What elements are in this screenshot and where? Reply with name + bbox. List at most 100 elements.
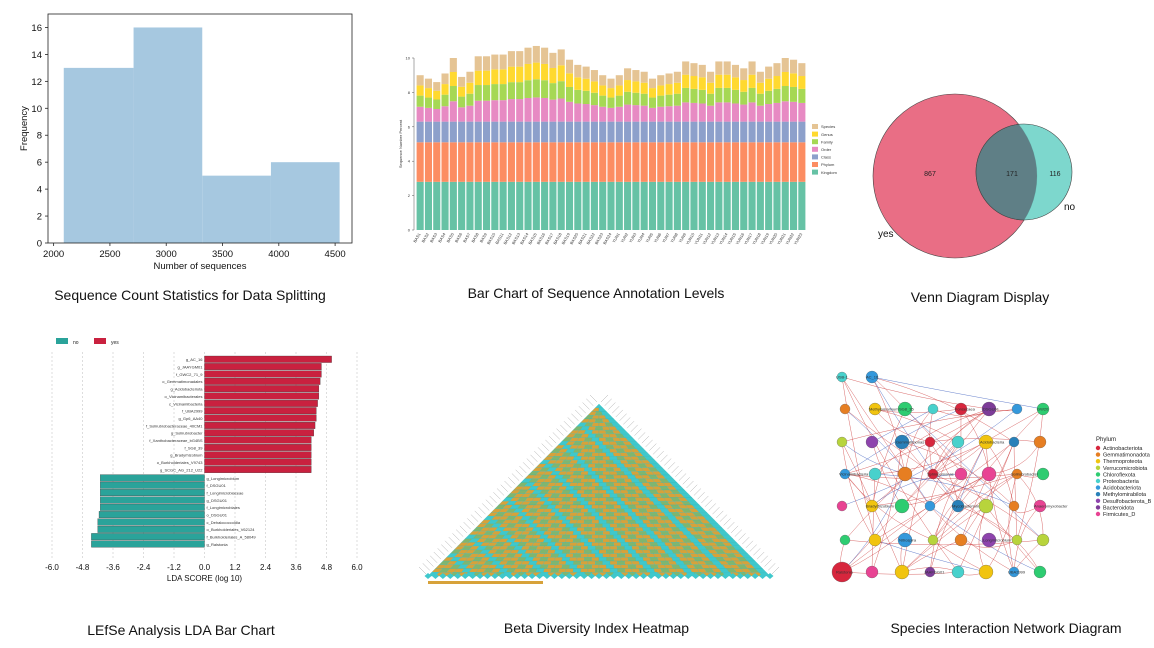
- hist-xtick-label: 4500: [325, 249, 346, 260]
- stack-segment: [524, 47, 532, 64]
- stack-segment: [690, 121, 698, 143]
- network-edge: [901, 505, 987, 573]
- network-edge: [841, 376, 959, 573]
- stack-segment: [731, 77, 740, 90]
- heatmap-cell: [631, 523, 641, 528]
- stack-segment: [441, 84, 449, 95]
- heatmap-cell: [627, 564, 637, 569]
- lefse-label-yes: o_Burkholderiales_V9743: [157, 460, 204, 465]
- heatmap-cell: [635, 549, 644, 554]
- network-node: [954, 467, 968, 481]
- heatmap-left-tick: [567, 417, 575, 425]
- stack-segment: [507, 51, 515, 67]
- network-node: [1008, 566, 1020, 578]
- stack-legend-label: Genus: [821, 132, 833, 137]
- stack-xtick-label: YUN5: [644, 231, 654, 243]
- lefse-label-yes: f_Xanthobacteraceae_bG4BS: [149, 438, 202, 443]
- heatmap-diag-marker: [669, 573, 677, 579]
- stack-segment: [673, 71, 681, 83]
- heatmap-right-tick: [708, 503, 716, 511]
- heatmap-cell: [557, 523, 567, 528]
- heatmap-diag-marker: [625, 573, 633, 579]
- heatmap-cell: [583, 542, 592, 547]
- heatmap-cell: [612, 467, 622, 472]
- stack-segment: [541, 181, 549, 230]
- stack-segment: [715, 181, 723, 230]
- network-edge: [871, 376, 959, 507]
- heatmap-cell: [631, 531, 641, 535]
- heatmap-cell: [569, 549, 578, 554]
- network-legend-dot: [1095, 505, 1101, 510]
- stack-segment: [582, 181, 590, 230]
- stack-segment: [682, 102, 690, 122]
- heatmap-cell: [635, 564, 644, 569]
- heatmap-cell: [602, 560, 611, 565]
- network-edge: [871, 473, 1018, 507]
- network-edge: [841, 376, 876, 541]
- heatmap-cell: [595, 538, 603, 543]
- stack-segment: [773, 88, 781, 103]
- stack-segment: [541, 80, 549, 98]
- lefse-xtick-label: 2.4: [260, 563, 272, 572]
- heatmap-cell: [587, 538, 596, 543]
- lefse-bar-no: [97, 525, 205, 533]
- stack-segment: [482, 70, 491, 86]
- stack-segment: [740, 91, 748, 105]
- stack-segment: [549, 67, 557, 84]
- stack-ytick-label: 8: [408, 90, 411, 95]
- heatmap-cell: [591, 512, 600, 517]
- heatmap-cell: [609, 560, 618, 565]
- network-legend-dot: [1095, 498, 1101, 503]
- network-node-label: JAAFGG01: [924, 570, 945, 575]
- heatmap-cell: [580, 523, 589, 528]
- stack-segment: [765, 142, 773, 182]
- heatmap-cell: [587, 486, 596, 491]
- stack-segment: [798, 76, 806, 89]
- heatmap-cell: [616, 553, 626, 558]
- stack-xtick-label: YUN1: [611, 231, 621, 243]
- stack-segment: [723, 61, 731, 75]
- heatmap-right-tick: [756, 551, 765, 560]
- stack-xtick-label: BAS21: [577, 231, 588, 245]
- heatmap-right-tick: [619, 413, 627, 421]
- heatmap-cell: [624, 523, 633, 528]
- heatmap-cell: [595, 456, 603, 461]
- hist-ytick-label: 2: [37, 212, 42, 223]
- stack-xtick-label: BAS8: [470, 231, 480, 243]
- stack-segment: [748, 102, 756, 122]
- stack-segment: [682, 142, 690, 182]
- heatmap-cell: [550, 553, 560, 558]
- stack-segment: [715, 74, 723, 88]
- heatmap-left-tick: [526, 458, 534, 466]
- heatmap-diag-marker: [610, 573, 618, 579]
- heatmap-cell: [627, 527, 637, 532]
- heatmap-right-tick: [660, 454, 668, 462]
- histogram-panel: 2000 2500 3000 3500 4000 4500 0 2 4 6 8 10 12 14 16 Num…: [0, 0, 380, 303]
- stack-segment: [574, 142, 582, 182]
- stack-segment: [499, 100, 507, 122]
- stack-segment: [574, 121, 582, 143]
- heatmap-cell: [605, 489, 615, 494]
- heatmap-cell: [587, 531, 596, 535]
- stack-segment: [740, 68, 748, 81]
- stack-xtick-label: BAS6: [454, 231, 464, 243]
- heatmap-cell: [561, 557, 571, 562]
- heatmap-cell: [634, 534, 644, 539]
- heatmap-caption: Beta Diversity Index Heatmap: [503, 620, 690, 636]
- heatmap-left-tick: [493, 492, 501, 500]
- heatmap-cell: [554, 519, 564, 524]
- heatmap-cell: [587, 560, 596, 565]
- heatmap-cell: [620, 527, 629, 532]
- heatmap-cell: [583, 452, 593, 457]
- stack-segment: [599, 121, 607, 143]
- network-edge: [874, 473, 1015, 507]
- network-legend-label: Verrucomicrobiota: [1103, 466, 1148, 472]
- lefse-bar-yes: [204, 392, 320, 400]
- heatmap-cell: [583, 459, 593, 464]
- stack-segment: [698, 181, 706, 230]
- stack-segment: [707, 142, 715, 182]
- stack-segment: [682, 87, 690, 103]
- network-edge: [1008, 473, 1018, 573]
- heatmap-diag-marker: [640, 573, 648, 579]
- heatmap-cell: [587, 478, 596, 483]
